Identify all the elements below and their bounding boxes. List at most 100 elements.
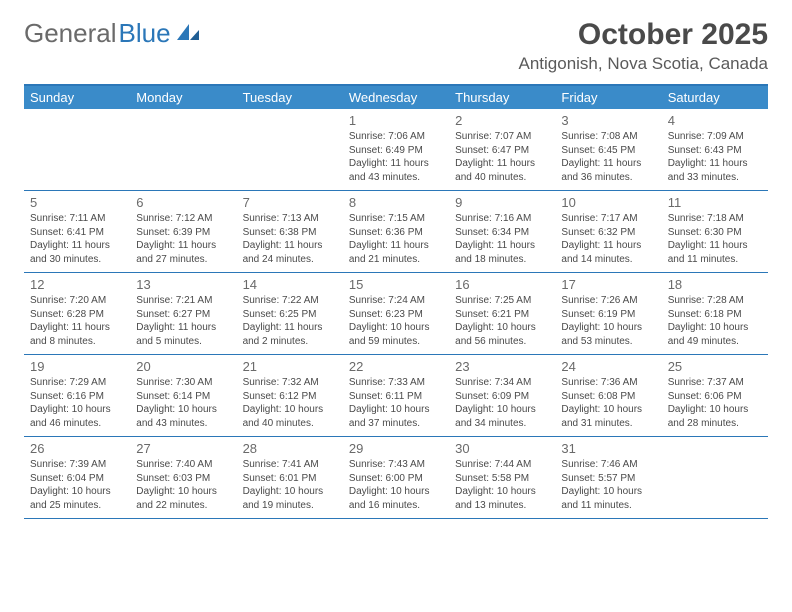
day-number: 2	[455, 113, 549, 128]
day-details: Sunrise: 7:12 AMSunset: 6:39 PMDaylight:…	[136, 212, 230, 266]
brand-text-2: Blue	[119, 18, 171, 49]
day-details: Sunrise: 7:08 AMSunset: 6:45 PMDaylight:…	[561, 130, 655, 184]
day-details: Sunrise: 7:43 AMSunset: 6:00 PMDaylight:…	[349, 458, 443, 512]
day-number: 5	[30, 195, 124, 210]
day-cell: 14Sunrise: 7:22 AMSunset: 6:25 PMDayligh…	[237, 273, 343, 354]
week-row: 12Sunrise: 7:20 AMSunset: 6:28 PMDayligh…	[24, 273, 768, 355]
sunrise-text: Sunrise: 7:39 AM	[30, 458, 124, 472]
sunrise-text: Sunrise: 7:11 AM	[30, 212, 124, 226]
day-cell	[662, 437, 768, 518]
sunset-text: Sunset: 6:38 PM	[243, 226, 337, 240]
day-cell: 26Sunrise: 7:39 AMSunset: 6:04 PMDayligh…	[24, 437, 130, 518]
sunrise-text: Sunrise: 7:33 AM	[349, 376, 443, 390]
weekday-header: Sunday	[24, 86, 130, 109]
daylight-text: Daylight: 10 hours and 49 minutes.	[668, 321, 762, 348]
sunset-text: Sunset: 6:36 PM	[349, 226, 443, 240]
weekday-header: Wednesday	[343, 86, 449, 109]
day-number: 28	[243, 441, 337, 456]
day-number: 24	[561, 359, 655, 374]
title-block: October 2025 Antigonish, Nova Scotia, Ca…	[519, 18, 769, 74]
day-details: Sunrise: 7:41 AMSunset: 6:01 PMDaylight:…	[243, 458, 337, 512]
sunset-text: Sunset: 6:39 PM	[136, 226, 230, 240]
sunrise-text: Sunrise: 7:34 AM	[455, 376, 549, 390]
sunrise-text: Sunrise: 7:12 AM	[136, 212, 230, 226]
weekday-header: Saturday	[662, 86, 768, 109]
day-details: Sunrise: 7:25 AMSunset: 6:21 PMDaylight:…	[455, 294, 549, 348]
week-row: 1Sunrise: 7:06 AMSunset: 6:49 PMDaylight…	[24, 109, 768, 191]
sunset-text: Sunset: 6:14 PM	[136, 390, 230, 404]
day-cell: 25Sunrise: 7:37 AMSunset: 6:06 PMDayligh…	[662, 355, 768, 436]
daylight-text: Daylight: 10 hours and 31 minutes.	[561, 403, 655, 430]
day-number: 23	[455, 359, 549, 374]
sunset-text: Sunset: 6:32 PM	[561, 226, 655, 240]
daylight-text: Daylight: 11 hours and 27 minutes.	[136, 239, 230, 266]
sunrise-text: Sunrise: 7:16 AM	[455, 212, 549, 226]
day-number: 13	[136, 277, 230, 292]
sunset-text: Sunset: 6:25 PM	[243, 308, 337, 322]
weekday-header: Friday	[555, 86, 661, 109]
month-title: October 2025	[519, 18, 769, 52]
day-number: 10	[561, 195, 655, 210]
sunset-text: Sunset: 6:27 PM	[136, 308, 230, 322]
day-number: 6	[136, 195, 230, 210]
day-cell: 29 Sunrise: 7:43 AMSunset: 6:00 PMDayligh…	[343, 437, 449, 518]
day-number: 19	[30, 359, 124, 374]
day-details: Sunrise: 7:13 AMSunset: 6:38 PMDaylight:…	[243, 212, 337, 266]
day-details: Sunrise: 7:09 AMSunset: 6:43 PMDaylight:…	[668, 130, 762, 184]
weekday-header-row: Sunday Monday Tuesday Wednesday Thursday…	[24, 86, 768, 109]
day-cell: 16 Sunrise: 7:25 AMSunset: 6:21 PMDayligh…	[449, 273, 555, 354]
day-details: Sunrise: 7:26 AMSunset: 6:19 PMDaylight:…	[561, 294, 655, 348]
sunset-text: Sunset: 6:28 PM	[30, 308, 124, 322]
daylight-text: Daylight: 11 hours and 5 minutes.	[136, 321, 230, 348]
day-number: 16	[455, 277, 549, 292]
day-number: 14	[243, 277, 337, 292]
day-cell: 24 Sunrise: 7:36 AMSunset: 6:08 PMDayligh…	[555, 355, 661, 436]
week-row: 26Sunrise: 7:39 AMSunset: 6:04 PMDayligh…	[24, 437, 768, 519]
daylight-text: Daylight: 10 hours and 56 minutes.	[455, 321, 549, 348]
sunset-text: Sunset: 6:09 PM	[455, 390, 549, 404]
day-number: 30	[455, 441, 549, 456]
day-cell: 2Sunrise: 7:07 AMSunset: 6:47 PMDaylight…	[449, 109, 555, 190]
day-cell: 30 Sunrise: 7:44 AMSunset: 5:58 PMDayligh…	[449, 437, 555, 518]
day-details: Sunrise: 7:30 AMSunset: 6:14 PMDaylight:…	[136, 376, 230, 430]
daylight-text: Daylight: 11 hours and 21 minutes.	[349, 239, 443, 266]
day-number: 9	[455, 195, 549, 210]
calendar-grid: Sunday Monday Tuesday Wednesday Thursday…	[24, 84, 768, 519]
day-number: 7	[243, 195, 337, 210]
day-details: Sunrise: 7:28 AMSunset: 6:18 PMDaylight:…	[668, 294, 762, 348]
day-number: 21	[243, 359, 337, 374]
day-details: Sunrise: 7:20 AMSunset: 6:28 PMDaylight:…	[30, 294, 124, 348]
daylight-text: Daylight: 10 hours and 25 minutes.	[30, 485, 124, 512]
page-header: GeneralBlue October 2025 Antigonish, Nov…	[24, 18, 768, 74]
daylight-text: Daylight: 10 hours and 22 minutes.	[136, 485, 230, 512]
brand-logo: GeneralBlue	[24, 18, 201, 49]
sunset-text: Sunset: 6:06 PM	[668, 390, 762, 404]
daylight-text: Daylight: 10 hours and 37 minutes.	[349, 403, 443, 430]
day-details: Sunrise: 7:44 AMSunset: 5:58 PMDaylight:…	[455, 458, 549, 512]
day-number: 1	[349, 113, 443, 128]
sunset-text: Sunset: 6:08 PM	[561, 390, 655, 404]
location-subtitle: Antigonish, Nova Scotia, Canada	[519, 54, 769, 74]
day-cell: 21 Sunrise: 7:32 AMSunset: 6:12 PMDayligh…	[237, 355, 343, 436]
daylight-text: Daylight: 10 hours and 19 minutes.	[243, 485, 337, 512]
day-number: 4	[668, 113, 762, 128]
day-cell	[130, 109, 236, 190]
day-details: Sunrise: 7:16 AMSunset: 6:34 PMDaylight:…	[455, 212, 549, 266]
day-number: 27	[136, 441, 230, 456]
day-cell: 13Sunrise: 7:21 AMSunset: 6:27 PMDayligh…	[130, 273, 236, 354]
day-cell: 10Sunrise: 7:17 AMSunset: 6:32 PMDayligh…	[555, 191, 661, 272]
day-cell: 8Sunrise: 7:15 AMSunset: 6:36 PMDaylight…	[343, 191, 449, 272]
calendar-page: GeneralBlue October 2025 Antigonish, Nov…	[0, 0, 792, 537]
sunrise-text: Sunrise: 7:40 AM	[136, 458, 230, 472]
sunrise-text: Sunrise: 7:30 AM	[136, 376, 230, 390]
day-details: Sunrise: 7:24 AMSunset: 6:23 PMDaylight:…	[349, 294, 443, 348]
sunrise-text: Sunrise: 7:28 AM	[668, 294, 762, 308]
daylight-text: Daylight: 10 hours and 11 minutes.	[561, 485, 655, 512]
day-cell: 12Sunrise: 7:20 AMSunset: 6:28 PMDayligh…	[24, 273, 130, 354]
day-number: 29	[349, 441, 443, 456]
day-details: Sunrise: 7:32 AMSunset: 6:12 PMDaylight:…	[243, 376, 337, 430]
daylight-text: Daylight: 10 hours and 59 minutes.	[349, 321, 443, 348]
day-number: 11	[668, 195, 762, 210]
day-cell: 17Sunrise: 7:26 AMSunset: 6:19 PMDayligh…	[555, 273, 661, 354]
sunrise-text: Sunrise: 7:36 AM	[561, 376, 655, 390]
